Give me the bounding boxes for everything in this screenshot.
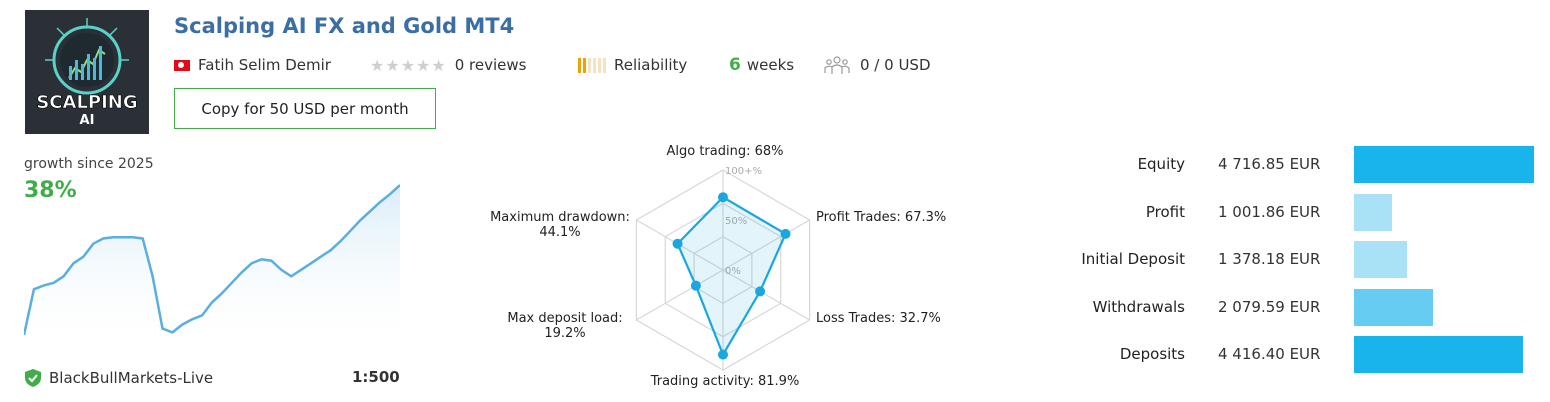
balance-value: 1 378.18 EUR [1218, 250, 1321, 268]
balance-label: Deposits [1119, 345, 1185, 363]
balance-value: 1 001.86 EUR [1218, 202, 1321, 221]
radar-axis-line [722, 269, 810, 321]
reliability-label: Reliability [614, 56, 688, 74]
balance-label: Withdrawals [1092, 297, 1185, 316]
reviews-link[interactable]: ★★★★★ 0 reviews [370, 55, 526, 75]
signal-logo[interactable]: SCALPING AI [25, 10, 149, 134]
radar-label-trading-activity: Trading activity: 81.9% [650, 374, 800, 389]
radar-chart: 100+% 50% 0% [635, 166, 811, 371]
radar-label-profit-trades: Profit Trades: 67.3% [816, 210, 947, 225]
reliability-bar-segment [583, 57, 586, 73]
radar-data-point[interactable] [690, 280, 701, 291]
growth-value: 38% [24, 178, 77, 203]
author-link[interactable]: Fatih Selim Demir [174, 55, 331, 75]
verified-shield-icon [25, 369, 41, 387]
signal-title[interactable]: Scalping AI FX and Gold MT4 [174, 14, 515, 38]
radar-grid-label: 50% [725, 216, 747, 227]
balance-label: Initial Deposit [1081, 250, 1185, 268]
growth-line [24, 184, 400, 336]
reliability-bar-segment [578, 57, 581, 73]
radar-axis-line [722, 219, 810, 271]
radar-label-maximum-drawdown: Maximum drawdown: 44.1% [480, 210, 640, 240]
radar-grid-label: 100+% [725, 166, 762, 177]
subscribers-value: 0 / 0 USD [860, 56, 931, 74]
author-name: Fatih Selim Demir [198, 56, 331, 74]
reliability-indicator[interactable]: Reliability [578, 55, 687, 75]
balance-value: 4 716.85 EUR [1218, 155, 1321, 173]
radar-data-point[interactable] [672, 238, 683, 249]
balance-bar[interactable] [1354, 336, 1523, 373]
copy-signal-button[interactable]: Copy for 50 USD per month [174, 88, 436, 129]
broker-name: BlackBullMarkets-Live [49, 369, 214, 387]
weeks-number: 6 [729, 55, 741, 75]
reliability-bar-segment [593, 57, 596, 73]
growth-chart[interactable] [24, 180, 400, 340]
reliability-bar-segment [598, 57, 601, 73]
ai-brain-icon: SCALPING AI [25, 10, 149, 134]
radar-label-name: Maximum drawdown: [490, 210, 630, 225]
weeks-label: weeks [746, 56, 795, 74]
growth-area [24, 185, 400, 340]
balance-bar[interactable] [1354, 193, 1393, 231]
radar-data-point[interactable] [718, 349, 728, 360]
radar-data-point[interactable] [755, 286, 766, 297]
reliability-bar-segment [588, 57, 591, 73]
broker-link[interactable]: BlackBullMarkets-Live [24, 368, 213, 388]
svg-text:AI: AI [80, 113, 95, 128]
balance-bar[interactable] [1354, 146, 1534, 183]
signal-age: 6 weeks [729, 55, 794, 75]
reliability-bars-icon [578, 57, 606, 73]
reviews-count: 0 reviews [454, 56, 527, 74]
radar-data-point[interactable] [780, 228, 791, 239]
balance-bar[interactable] [1354, 288, 1434, 326]
radar-label-name: Max deposit load: [507, 311, 623, 326]
radar-label-max-deposit-load: Max deposit load: 19.2% [490, 311, 640, 341]
radar-label-loss-trades: Loss Trades: 32.7% [816, 311, 941, 326]
turkey-flag-icon [174, 59, 190, 71]
radar-axis-line [636, 269, 724, 321]
reliability-bar-segment [603, 57, 606, 73]
radar-label-value: 44.1% [539, 225, 581, 240]
balance-value: 2 079.59 EUR [1218, 297, 1321, 316]
balance-label: Profit [1145, 202, 1185, 221]
rating-stars-icon: ★★★★★ [370, 55, 447, 75]
subscribers-info: 0 / 0 USD [824, 55, 931, 75]
svg-text:SCALPING: SCALPING [36, 92, 137, 113]
radar-data-point[interactable] [718, 192, 728, 203]
growth-label: growth since 2025 [24, 156, 154, 172]
subscribers-icon [824, 56, 850, 74]
balance-label: Equity [1137, 155, 1185, 173]
radar-label-value: 19.2% [544, 326, 586, 341]
radar-label-algo-trading: Algo trading: 68% [666, 144, 784, 159]
radar-grid-label: 0% [725, 266, 741, 277]
leverage-value: 1:500 [352, 368, 400, 386]
balance-bar[interactable] [1354, 241, 1407, 278]
balance-value: 4 416.40 EUR [1218, 345, 1321, 363]
